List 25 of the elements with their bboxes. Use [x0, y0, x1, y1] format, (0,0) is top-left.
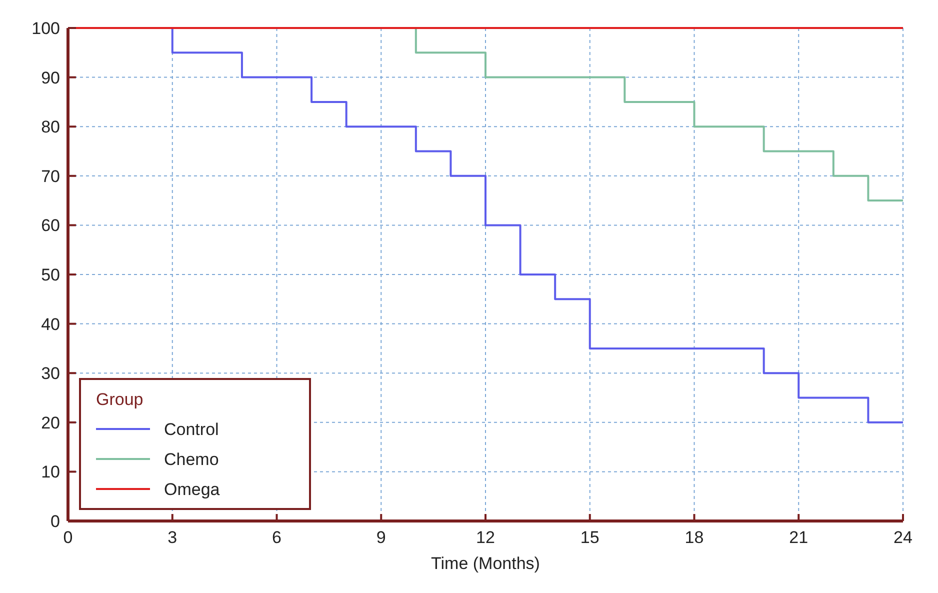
legend-title: Group — [96, 390, 144, 409]
y-tick-label: 10 — [41, 462, 60, 482]
y-tick-label: 80 — [41, 118, 60, 137]
y-tick-label: 60 — [41, 216, 60, 236]
y-tick-label: 90 — [41, 68, 60, 88]
y-tick-label: 50 — [41, 266, 60, 284]
y-tick-label: 70 — [41, 166, 60, 186]
x-tick-label: 9 — [376, 528, 386, 547]
x-tick-label: 0 — [63, 528, 73, 547]
y-tick-label: 20 — [41, 413, 60, 432]
x-tick-label: 6 — [272, 528, 282, 547]
y-tick-label: 40 — [41, 314, 60, 334]
x-tick-label: 24 — [894, 528, 912, 547]
x-tick-label: 18 — [684, 528, 704, 547]
y-tick-label: 0 — [50, 512, 60, 531]
legend-label: Chemo — [164, 450, 219, 469]
y-tick-label: 100 — [32, 19, 60, 38]
y-tick-label: 30 — [41, 364, 60, 384]
x-tick-label: 3 — [168, 528, 178, 547]
legend-label: Control — [164, 420, 219, 439]
x-tick-label: 15 — [580, 528, 600, 547]
legend-label: Omega — [164, 480, 220, 499]
x-tick-label: 21 — [789, 528, 808, 547]
x-tick-label: 12 — [476, 528, 495, 547]
x-axis-title: Time (Months) — [431, 554, 540, 573]
